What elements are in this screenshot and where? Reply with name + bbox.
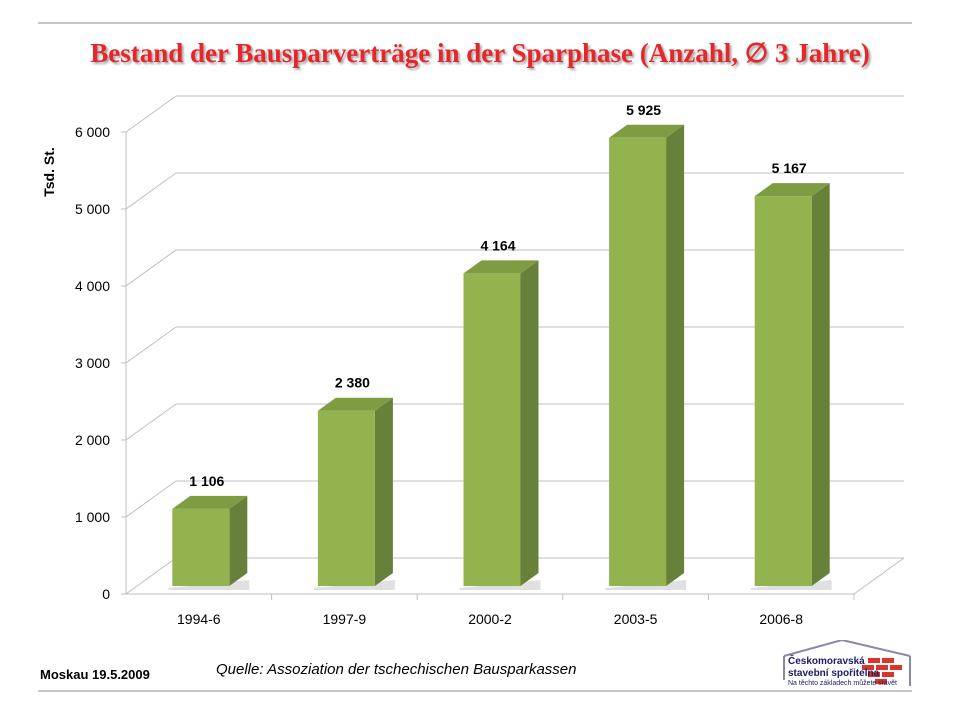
data-label: 4 164: [480, 237, 515, 253]
y-tick-label: 2 000: [75, 432, 110, 448]
grid-depth-line: [125, 172, 177, 210]
x-tick-label: 2006-8: [759, 611, 803, 627]
x-tick-label: 1997-9: [323, 611, 367, 627]
floor-edge: [853, 557, 905, 595]
x-tick-label: 1994-6: [177, 611, 221, 627]
grid-depth-line: [125, 326, 177, 364]
y-tick-label: 4 000: [75, 278, 110, 294]
y-tick-label: 5 000: [75, 201, 110, 217]
logo-slogan: Na těchto základech můžete stavět: [788, 680, 897, 687]
bar-top: [754, 183, 830, 197]
y-tick-label: 6 000: [75, 124, 110, 140]
bar-side: [520, 260, 539, 586]
y-tick-label: 3 000: [75, 355, 110, 371]
data-label: 1 106: [189, 473, 224, 489]
logo-house-icon: [783, 640, 911, 686]
x-tick-label: 2003-5: [614, 611, 658, 627]
bar-top: [609, 124, 685, 138]
bar: [317, 410, 375, 586]
data-label: 2 380: [335, 375, 370, 391]
logo-name-line1: Českomoravská: [788, 656, 865, 667]
bar-side: [666, 124, 685, 587]
logo-name-line2: stavební spořitelna: [788, 668, 880, 679]
y-axis-label: Tsd. St.: [41, 147, 57, 197]
data-label: 5 925: [626, 102, 661, 118]
grid-depth-line: [125, 557, 177, 595]
page-title: Bestand der Bausparverträge in der Sparp…: [90, 38, 870, 68]
y-tick-label: 1 000: [75, 509, 110, 525]
bar-top: [463, 260, 539, 274]
bar: [172, 508, 230, 586]
company-logo: Českomoravská stavební spořitelna Na těc…: [782, 640, 922, 690]
bar-side: [229, 495, 248, 586]
bar-top: [317, 397, 393, 411]
bar: [754, 196, 812, 587]
grid-depth-line: [125, 95, 177, 133]
bar-side: [374, 397, 393, 586]
grid-depth-line: [125, 249, 177, 287]
top-divider: [38, 22, 912, 24]
footer-date: Moskau 19.5.2009: [40, 667, 150, 682]
x-tick-label: 2000-2: [468, 611, 512, 627]
bottom-divider: [38, 690, 912, 692]
grid-depth-line: [125, 403, 177, 441]
data-label: 5 167: [772, 160, 807, 176]
bar-top: [172, 495, 248, 509]
bar: [609, 137, 667, 586]
y-tick-label: 0: [102, 586, 110, 602]
bar: [463, 273, 521, 586]
grid-depth-line: [125, 480, 177, 518]
bar-side: [811, 183, 830, 587]
footer-source: Quelle: Assoziation der tschechischen Ba…: [216, 661, 577, 678]
